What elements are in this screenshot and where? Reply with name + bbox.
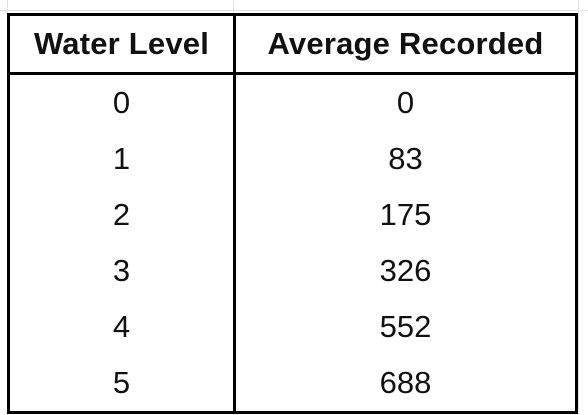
average-recorded-cell[interactable]: 326 xyxy=(233,243,578,299)
average-recorded-cell[interactable]: 688 xyxy=(233,355,578,414)
average-recorded-cell[interactable]: 552 xyxy=(233,299,578,355)
grid-row-line xyxy=(0,10,588,11)
header-cell-water-level[interactable]: Water Level xyxy=(7,13,236,75)
table-row: 3 326 xyxy=(7,243,578,299)
table-row: 2 175 xyxy=(7,187,578,243)
average-recorded-cell[interactable]: 175 xyxy=(233,187,578,243)
header-cell-average-recorded[interactable]: Average Recorded xyxy=(233,13,578,75)
grid-column-line xyxy=(578,0,579,415)
water-level-table: Water Level Average Recorded 0 0 1 83 2 … xyxy=(7,13,578,414)
table-row: 4 552 xyxy=(7,299,578,355)
average-recorded-cell[interactable]: 0 xyxy=(233,73,578,131)
water-level-cell[interactable]: 4 xyxy=(7,299,236,355)
table-row: 0 0 xyxy=(7,73,578,131)
water-level-cell[interactable]: 0 xyxy=(7,73,236,131)
water-level-cell[interactable]: 5 xyxy=(7,355,236,414)
average-recorded-cell[interactable]: 83 xyxy=(233,131,578,187)
table-row: 5 688 xyxy=(7,355,578,414)
header-row: Water Level Average Recorded xyxy=(7,13,578,75)
table-row: 1 83 xyxy=(7,131,578,187)
water-level-cell[interactable]: 2 xyxy=(7,187,236,243)
water-level-cell[interactable]: 3 xyxy=(7,243,236,299)
water-level-cell[interactable]: 1 xyxy=(7,131,236,187)
